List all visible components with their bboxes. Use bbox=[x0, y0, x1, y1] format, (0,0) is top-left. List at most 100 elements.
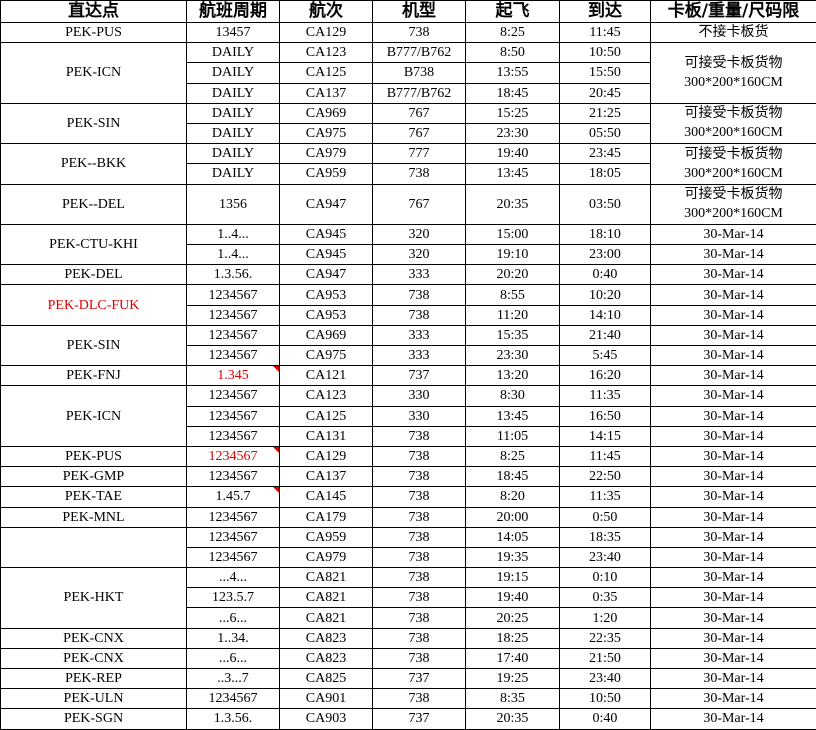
days-cell: DAILY bbox=[186, 122, 280, 145]
aircraft-cell: B777/B762 bbox=[372, 82, 466, 104]
aircraft-cell: 333 bbox=[372, 345, 466, 367]
aircraft-cell: 320 bbox=[372, 244, 466, 266]
arrival-cell: 23:40 bbox=[559, 546, 651, 569]
route-cell: PEK--BKK bbox=[0, 143, 187, 185]
days-cell: 1234567 bbox=[186, 445, 280, 468]
flight-number-cell: CA953 bbox=[279, 284, 373, 306]
route-cell: PEK-TAE bbox=[0, 486, 187, 508]
arrival-cell: 16:50 bbox=[559, 405, 651, 427]
departure-cell: 8:25 bbox=[465, 445, 560, 468]
flight-number-cell: CA821 bbox=[279, 607, 373, 629]
days-cell: DAILY bbox=[186, 163, 280, 185]
pallet-limit-cell: 30-Mar-14 bbox=[650, 647, 816, 670]
arrival-cell: 18:35 bbox=[559, 526, 651, 548]
pallet-limit-cell: 30-Mar-14 bbox=[650, 244, 816, 266]
pallet-limit-cell: 30-Mar-14 bbox=[650, 425, 816, 447]
comment-indicator-icon[interactable] bbox=[273, 487, 279, 494]
flight-number-cell: CA121 bbox=[279, 365, 373, 387]
table-row: 1..4... CA945 320 19:10 23:00 30-Mar-14 bbox=[1, 244, 816, 266]
aircraft-cell: 738 bbox=[372, 627, 466, 649]
table-row: 1234567 CA979 738 19:35 23:40 30-Mar-14 bbox=[1, 546, 816, 569]
departure-cell: 23:30 bbox=[465, 122, 560, 145]
flight-number-cell: CA959 bbox=[279, 163, 373, 185]
aircraft-cell: 737 bbox=[372, 668, 466, 690]
route-cell: PEK-ICN bbox=[0, 385, 187, 447]
table-row: DAILY CA975 767 23:30 05:50 bbox=[1, 122, 816, 145]
days-cell: 1.3.56. bbox=[186, 264, 280, 286]
pallet-limit-cell: 30-Mar-14 bbox=[650, 466, 816, 488]
arrival-cell: 11:45 bbox=[559, 445, 651, 468]
aircraft-cell: 738 bbox=[372, 486, 466, 508]
flight-number-cell: CA823 bbox=[279, 647, 373, 670]
flight-number-cell: CA125 bbox=[279, 62, 373, 84]
table-row: PEK-PUS 1234567 CA129 738 8:25 11:45 30-Mar-14 bbox=[0, 445, 816, 468]
route-cell: PEK-SIN bbox=[0, 324, 187, 367]
departure-cell: 8:30 bbox=[465, 385, 560, 407]
arrival-cell: 21:50 bbox=[559, 647, 651, 670]
pallet-limit-cell: 30-Mar-14 bbox=[650, 345, 816, 367]
arrival-cell: 23:40 bbox=[559, 668, 651, 690]
arrival-cell: 11:45 bbox=[559, 21, 651, 44]
flight-number-cell: CA821 bbox=[279, 567, 373, 589]
table-row: 1234567 CA959 738 14:05 18:35 30-Mar-14 bbox=[0, 526, 816, 569]
arrival-cell: 1:20 bbox=[559, 607, 651, 629]
departure-cell: 13:55 bbox=[465, 62, 560, 84]
days-cell: DAILY bbox=[186, 62, 280, 84]
arrival-cell: 22:50 bbox=[559, 466, 651, 488]
arrival-cell: 14:15 bbox=[559, 425, 651, 447]
flight-number-cell: CA123 bbox=[279, 385, 373, 407]
pallet-limit-cell: 可接受卡板货物 300*200*160CM bbox=[650, 42, 816, 104]
table-row: PEK-DEL 1.3.56. CA947 333 20:20 0:40 30-Mar-14 bbox=[0, 264, 816, 286]
days-cell: 1..4... bbox=[186, 244, 280, 266]
days-cell: 1234567 bbox=[186, 324, 280, 347]
aircraft-cell: 767 bbox=[372, 183, 466, 225]
aircraft-cell: 738 bbox=[372, 647, 466, 670]
arrival-cell: 21:40 bbox=[559, 324, 651, 347]
arrival-cell: 22:35 bbox=[559, 627, 651, 649]
days-cell: 1356 bbox=[186, 183, 280, 225]
pallet-limit-cell: 30-Mar-14 bbox=[650, 567, 816, 589]
table-row: PEK-GMP 1234567 CA137 738 18:45 22:50 30-Mar-1… bbox=[0, 466, 816, 488]
aircraft-cell: 333 bbox=[372, 324, 466, 347]
route-cell: PEK-SGN bbox=[0, 708, 187, 730]
flight-number-cell: CA969 bbox=[279, 102, 373, 124]
departure-cell: 13:20 bbox=[465, 365, 560, 387]
days-cell: ...4... bbox=[186, 567, 280, 589]
days-cell: DAILY bbox=[186, 102, 280, 124]
aircraft-cell: 738 bbox=[372, 567, 466, 589]
table-row: PEK-REP ..3...7 CA825 737 19:25 23:40 30-Mar-1… bbox=[0, 668, 816, 690]
departure-cell: 23:30 bbox=[465, 345, 560, 367]
departure-cell: 19:40 bbox=[465, 587, 560, 609]
pallet-limit-cell: 30-Mar-14 bbox=[650, 324, 816, 347]
route-cell: PEK-SIN bbox=[0, 102, 187, 145]
departure-cell: 17:40 bbox=[465, 647, 560, 670]
arrival-cell: 21:25 bbox=[559, 102, 651, 124]
comment-indicator-icon[interactable] bbox=[273, 366, 279, 373]
table-row: 1234567 CA975 333 23:30 5:45 30-Mar-14 bbox=[1, 345, 816, 367]
route-cell: PEK--DEL bbox=[0, 183, 187, 225]
aircraft-cell: 737 bbox=[372, 365, 466, 387]
departure-cell: 8:20 bbox=[465, 486, 560, 508]
aircraft-cell: 738 bbox=[372, 304, 466, 326]
route-cell bbox=[0, 526, 187, 569]
flight-number-cell: CA125 bbox=[279, 405, 373, 427]
pallet-limit-cell: 30-Mar-14 bbox=[650, 526, 816, 548]
departure-cell: 20:25 bbox=[465, 607, 560, 629]
table-row: PEK-CNX ...6... CA823 738 17:40 21:50 30-Mar-1… bbox=[0, 647, 816, 670]
flight-number-cell: CA945 bbox=[279, 223, 373, 246]
aircraft-cell: B777/B762 bbox=[372, 42, 466, 64]
flight-number-cell: CA145 bbox=[279, 486, 373, 508]
header-departure: 起飞 bbox=[465, 0, 560, 23]
departure-cell: 19:10 bbox=[465, 244, 560, 266]
departure-cell: 13:45 bbox=[465, 405, 560, 427]
pallet-limit-cell: 30-Mar-14 bbox=[650, 223, 816, 246]
pallet-limit-cell: 30-Mar-14 bbox=[650, 688, 816, 710]
departure-cell: 19:15 bbox=[465, 567, 560, 589]
arrival-cell: 0:40 bbox=[559, 708, 651, 730]
table-row: PEK-ICN 1234567 CA123 330 8:30 11:35 30-Mar-14 bbox=[0, 385, 816, 447]
departure-cell: 14:05 bbox=[465, 526, 560, 548]
comment-indicator-icon[interactable] bbox=[273, 446, 279, 453]
departure-cell: 20:00 bbox=[465, 506, 560, 528]
flight-number-cell: CA137 bbox=[279, 82, 373, 104]
